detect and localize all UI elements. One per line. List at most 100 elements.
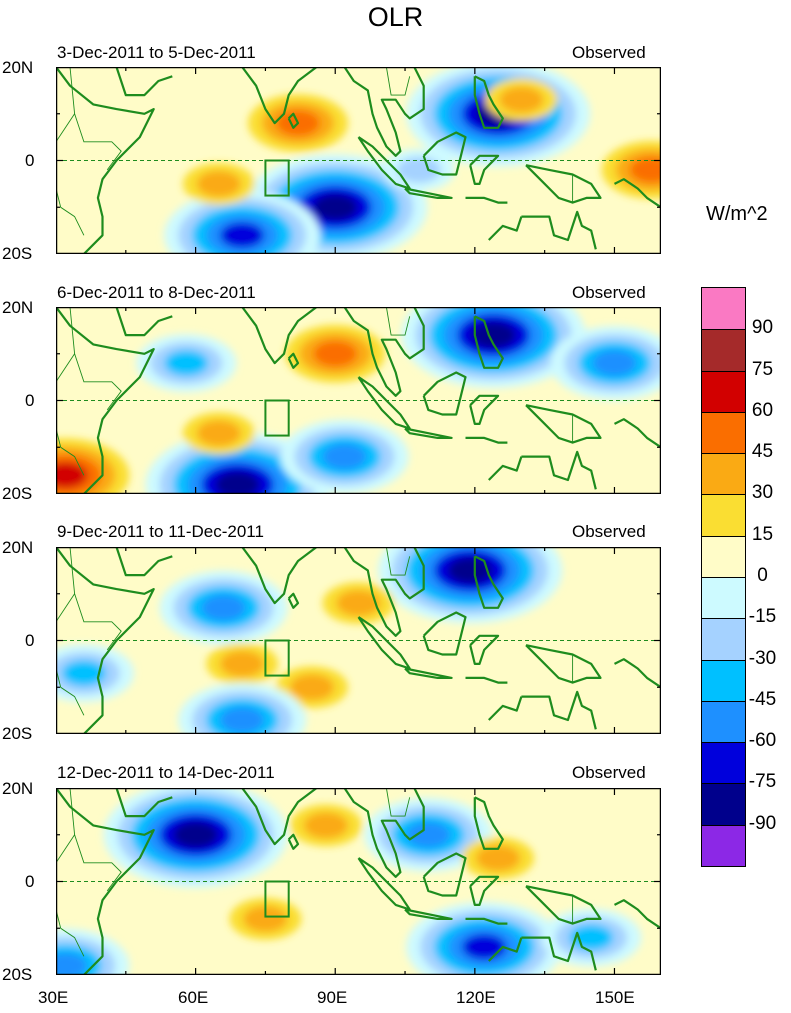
panel-3-coastline-12 xyxy=(521,690,597,730)
colorbar-divider-7 xyxy=(702,577,745,578)
panel-4-anomaly-5-level-4 xyxy=(406,821,451,848)
panel-4-anomaly-4-level-5 xyxy=(462,933,507,960)
panel-2-anomaly-5-level-4 xyxy=(322,443,367,470)
colorbar-label-2: 75 xyxy=(751,358,774,380)
panel-1-coastline-14 xyxy=(614,178,661,209)
colorbar-divider-6 xyxy=(702,535,745,537)
colorbar-swatch-9 xyxy=(702,618,745,661)
panel-3-coastline-11 xyxy=(525,644,602,684)
panel-2-anomaly-1-level-6 xyxy=(471,322,516,349)
panel-1-lat-20n: 20N xyxy=(2,58,34,77)
colorbar-divider-12 xyxy=(702,783,745,785)
panel-4-region-box xyxy=(264,880,290,918)
colorbar-label-10: -45 xyxy=(748,688,777,710)
panel-1-coastline-5 xyxy=(343,67,425,157)
panel-3-region-box xyxy=(264,639,290,677)
panel-2-anomaly-7-level-4 xyxy=(592,350,637,377)
colorbar-divider-13 xyxy=(702,824,745,826)
lon-label-60e: 60E xyxy=(178,988,209,1007)
panel-1-anomaly-5-level-2 xyxy=(196,170,241,197)
panel-1-anomaly-6-level-2 xyxy=(499,86,544,113)
panel-1-lat-0: 0 xyxy=(25,151,35,170)
colorbar xyxy=(701,287,746,867)
panel-4-coastline-5 xyxy=(343,788,425,878)
panel-1-anomaly-3-level-5 xyxy=(220,222,265,249)
panel-2-lat-0: 0 xyxy=(25,391,35,410)
panel-1-coastline-11 xyxy=(525,164,602,204)
panel-3-anomaly-2-level-4 xyxy=(201,594,246,621)
colorbar-swatch-6 xyxy=(702,494,745,537)
panel-4-coastline-14 xyxy=(614,899,661,930)
panel-3-coastline-13 xyxy=(488,696,523,721)
panel-2-coastline-10 xyxy=(473,315,504,369)
panel-4-lat-20s: 20S xyxy=(2,965,33,984)
colorbar-divider-10 xyxy=(702,700,745,702)
panel-3-coastline-10 xyxy=(473,555,504,609)
panel-4-anomaly-2-level-2 xyxy=(243,905,288,932)
colorbar-label-9: -30 xyxy=(748,647,777,669)
panel-1-period: 3-Dec-2011 to 5-Dec-2011 xyxy=(57,43,256,62)
panel-3-coastline-8 xyxy=(422,611,467,656)
panel-4-lat-20n: 20N xyxy=(2,779,34,798)
panel-1-coastline-2 xyxy=(115,67,173,97)
panel-2-anomaly-3-level-3 xyxy=(313,340,358,367)
colorbar-swatch-11 xyxy=(702,700,745,743)
colorbar-divider-1 xyxy=(702,329,745,331)
panel-3-anomaly-7-level-2 xyxy=(336,590,381,617)
panel-3-anomaly-6-level-3 xyxy=(61,660,106,687)
panel-3-coastline-14 xyxy=(614,658,661,689)
panel-3-coastline-3 xyxy=(240,547,318,605)
panel-2-coastline-2 xyxy=(115,307,173,337)
panel-1-border-2 xyxy=(56,113,85,236)
panel-2-coastline-5 xyxy=(343,307,425,397)
panel-2-anomaly-8-level-3 xyxy=(164,350,209,377)
panel-3-coastline-15 xyxy=(465,676,508,684)
panel-2-coastline-3 xyxy=(240,307,318,365)
panel-1-lat-20s: 20S xyxy=(2,244,33,263)
panel-3-anomaly-3-level-2 xyxy=(220,650,265,677)
panel-2-region-box xyxy=(264,399,290,437)
panel-3-coastline-2 xyxy=(115,547,173,577)
panel-2-lat-20s: 20S xyxy=(2,484,33,503)
panel-1-coastline-3 xyxy=(240,67,318,125)
panel-3-lat-0: 0 xyxy=(25,631,35,650)
panel-4-coastline-8 xyxy=(422,852,467,897)
colorbar-swatch-13 xyxy=(702,783,745,826)
panel-2-coastline-9 xyxy=(469,394,500,426)
colorbar-label-13: -90 xyxy=(748,812,777,834)
panel-4-lat-0: 0 xyxy=(25,872,35,891)
panel-2-coastline-1 xyxy=(56,307,155,494)
colorbar-divider-4 xyxy=(702,453,745,455)
panel-1-coastline-9 xyxy=(469,154,500,186)
panel-2-coastline-4 xyxy=(287,352,300,369)
panel-2-anomaly-field xyxy=(56,307,661,494)
panel-2-coastline-7 xyxy=(404,427,453,439)
panel-3-anomaly-1-level-6 xyxy=(448,557,493,584)
panel-2-coastline-13 xyxy=(488,456,523,481)
colorbar-swatch-5 xyxy=(702,453,745,495)
panel-2-source: Observed xyxy=(572,283,646,302)
colorbar-label-1: 90 xyxy=(751,317,774,339)
panel-2-map xyxy=(56,307,661,494)
panel-3-anomaly-field xyxy=(56,547,563,734)
panel-1-anomaly-2-level-6 xyxy=(313,194,358,221)
panel-3-source: Observed xyxy=(572,522,646,541)
panel-4-border-1 xyxy=(69,788,122,892)
colorbar-divider-2 xyxy=(702,370,745,372)
panel-3-lat-20s: 20S xyxy=(2,724,33,743)
panel-2-coastline-12 xyxy=(521,450,597,490)
panel-4-coastline-7 xyxy=(404,908,453,920)
panel-3-coastline-1 xyxy=(56,547,155,734)
panel-4-coastline-9 xyxy=(469,875,500,907)
colorbar-swatch-10 xyxy=(702,659,745,702)
colorbar-swatch-7 xyxy=(702,535,745,578)
panel-2-border-3 xyxy=(385,307,411,336)
colorbar-label-5: 30 xyxy=(751,482,774,504)
panel-4-coastline-2 xyxy=(115,788,173,818)
panel-4-coastline-11 xyxy=(525,885,602,925)
panel-2-anomaly-2-level-6 xyxy=(215,471,260,494)
panel-4-anomaly-3-level-2 xyxy=(303,812,348,839)
colorbar-label-4: 45 xyxy=(751,441,774,463)
colorbar-label-6: 15 xyxy=(751,523,774,545)
panel-2-anomaly-4-level-2 xyxy=(196,420,241,447)
